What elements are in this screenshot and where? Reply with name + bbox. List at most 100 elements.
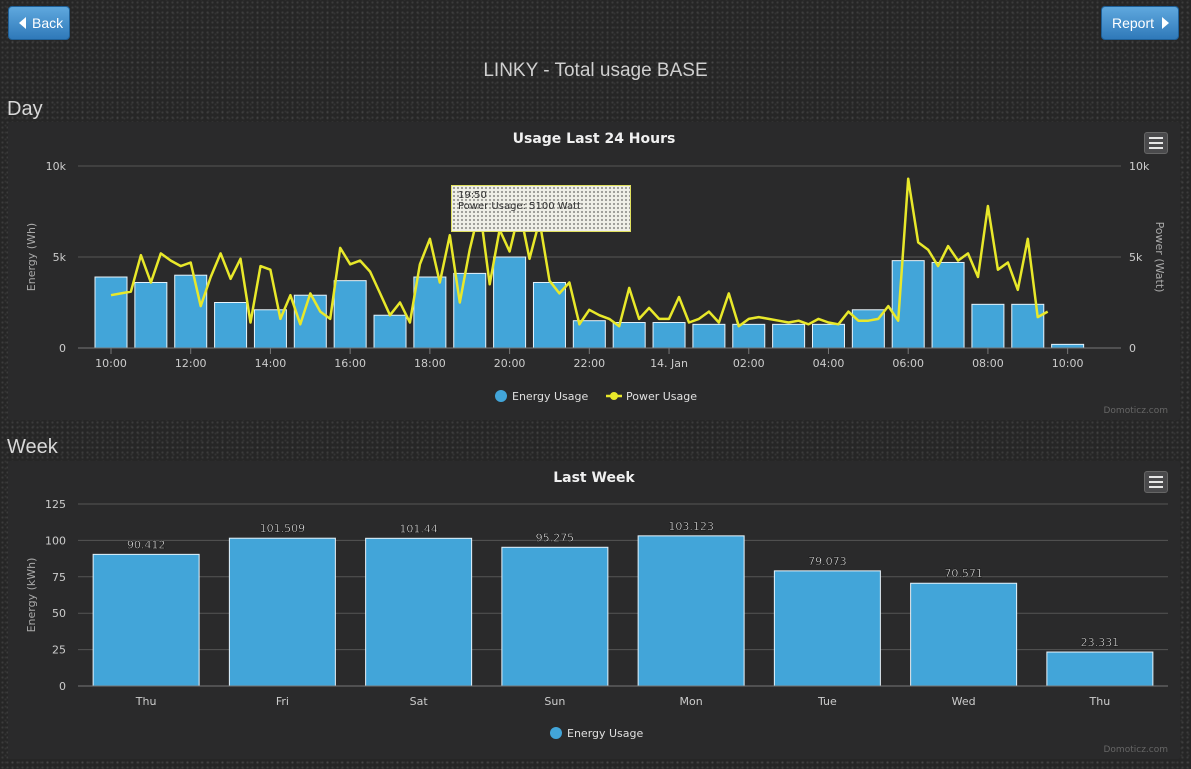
energy-bar xyxy=(493,256,527,349)
legend-label: Power Usage xyxy=(626,390,697,403)
day-chart: Usage Last 24 Hours 0 5k 10k 0 5k 10k Energy (W… xyxy=(8,122,1180,420)
x-tick-label: Fri xyxy=(276,695,289,708)
chart-credit[interactable]: Domoticz.com xyxy=(1103,406,1169,416)
chart-title: Last Week xyxy=(553,470,635,486)
legend-marker-power xyxy=(610,392,618,400)
tooltip-text: Power Usage: 5100 Watt xyxy=(458,201,581,212)
x-tick-label: Sat xyxy=(410,695,429,708)
y-tick-label: 10k xyxy=(46,160,67,173)
energy-bar xyxy=(692,323,726,349)
energy-bar xyxy=(772,323,806,349)
y-tick-label: 50 xyxy=(52,607,66,620)
energy-bar xyxy=(92,553,200,687)
energy-bar xyxy=(971,303,1005,349)
x-tick-label: 14. Jan xyxy=(650,357,688,370)
x-tick-label: 18:00 xyxy=(414,357,446,370)
energy-bar xyxy=(373,314,407,349)
x-tick-label: Thu xyxy=(135,695,157,708)
energy-bar xyxy=(1011,303,1045,349)
energy-bar xyxy=(811,323,845,349)
page-title: LINKY - Total usage BASE xyxy=(483,60,708,81)
energy-bar xyxy=(228,537,336,687)
x-tick-label: Mon xyxy=(680,695,703,708)
x-tick-label: 22:00 xyxy=(573,357,605,370)
energy-bar xyxy=(637,535,745,687)
x-tick-label: 20:00 xyxy=(494,357,526,370)
x-tick-label: Thu xyxy=(1089,695,1111,708)
data-label: 90.412 xyxy=(127,538,166,551)
data-label: 79.073 xyxy=(808,555,847,568)
legend-label: Energy Usage xyxy=(567,727,644,740)
hamburger-menu-icon xyxy=(1149,137,1163,139)
y-tick-label: 125 xyxy=(45,498,66,511)
energy-bar xyxy=(652,322,686,349)
energy-bar xyxy=(931,261,965,349)
left-triangle-icon xyxy=(19,17,26,29)
energy-bar xyxy=(174,274,208,349)
tooltip-time: 19:50 xyxy=(458,190,487,201)
energy-bar xyxy=(773,570,881,687)
day-chart-svg: Usage Last 24 Hours 0 5k 10k 0 5k 10k Energy (W… xyxy=(25,131,1166,403)
x-tick-label: 16:00 xyxy=(334,357,366,370)
y-tick-label: 0 xyxy=(59,342,66,355)
energy-bar xyxy=(1046,651,1154,687)
chart-title: Usage Last 24 Hours xyxy=(513,131,676,147)
back-button-label: Back xyxy=(32,15,64,31)
energy-bar xyxy=(214,302,248,349)
x-tick-label: 14:00 xyxy=(255,357,287,370)
y2-tick-label: 10k xyxy=(1129,160,1150,173)
legend-marker-energy xyxy=(550,727,562,739)
energy-bar xyxy=(94,276,128,349)
energy-bar xyxy=(910,582,1018,687)
y-tick-label: 5k xyxy=(53,251,67,264)
week-chart-svg: Last Week 0 25 50 75 100 125 Energy (kWh) 90.412… xyxy=(25,470,1168,740)
legend-label: Energy Usage xyxy=(512,390,589,403)
y-tick-label: 100 xyxy=(45,534,66,547)
week-section-label: Week xyxy=(7,436,58,458)
day-section-label: Day xyxy=(7,98,43,120)
y-tick-label: 0 xyxy=(59,680,66,693)
power-line xyxy=(110,177,1049,328)
chart-credit[interactable]: Domoticz.com xyxy=(1103,745,1169,755)
x-tick-label: 10:00 xyxy=(95,357,127,370)
data-label: 101.509 xyxy=(260,522,306,535)
data-label: 23.331 xyxy=(1081,636,1120,649)
report-button-label: Report xyxy=(1112,15,1155,31)
data-label: 101.44 xyxy=(399,522,438,535)
data-label: 70.571 xyxy=(944,567,983,580)
y2-tick-label: 5k xyxy=(1129,251,1143,264)
day-chart-menu-button[interactable] xyxy=(1144,132,1168,154)
week-chart-menu-button[interactable] xyxy=(1144,471,1168,493)
x-tick-label: 04:00 xyxy=(813,357,845,370)
right-triangle-icon xyxy=(1162,17,1170,29)
energy-bar xyxy=(134,281,168,349)
legend-marker-energy xyxy=(495,390,507,402)
y2-axis-label: Power (Watt) xyxy=(1153,222,1166,293)
x-tick-label: 02:00 xyxy=(733,357,765,370)
report-button[interactable]: Report xyxy=(1101,6,1179,40)
y2-tick-label: 0 xyxy=(1129,342,1136,355)
week-chart: Last Week 0 25 50 75 100 125 Energy (kWh) 90.412… xyxy=(8,461,1180,759)
x-tick-label: Wed xyxy=(952,695,976,708)
x-tick-label: 10:00 xyxy=(1052,357,1084,370)
back-button[interactable]: Back xyxy=(8,6,70,40)
energy-bar xyxy=(501,546,609,687)
energy-bar xyxy=(572,320,606,349)
hamburger-menu-icon xyxy=(1149,476,1163,478)
energy-bar xyxy=(453,272,487,349)
chart-tooltip: 19:50 Power Usage: 5100 Watt xyxy=(451,185,631,232)
x-tick-label: 06:00 xyxy=(892,357,924,370)
y-tick-label: 75 xyxy=(52,571,66,584)
energy-bar xyxy=(891,260,925,349)
y-tick-label: 25 xyxy=(52,644,66,657)
data-label: 103.123 xyxy=(668,520,714,533)
energy-bar xyxy=(333,280,367,349)
energy-bar xyxy=(1051,343,1085,349)
x-tick-label: Sun xyxy=(544,695,565,708)
energy-bar xyxy=(365,537,473,687)
data-label: 95.275 xyxy=(536,531,575,544)
y-axis-label: Energy (Wh) xyxy=(25,223,38,291)
energy-bar xyxy=(413,276,447,349)
x-tick-label: 12:00 xyxy=(175,357,207,370)
x-tick-label: Tue xyxy=(817,695,837,708)
